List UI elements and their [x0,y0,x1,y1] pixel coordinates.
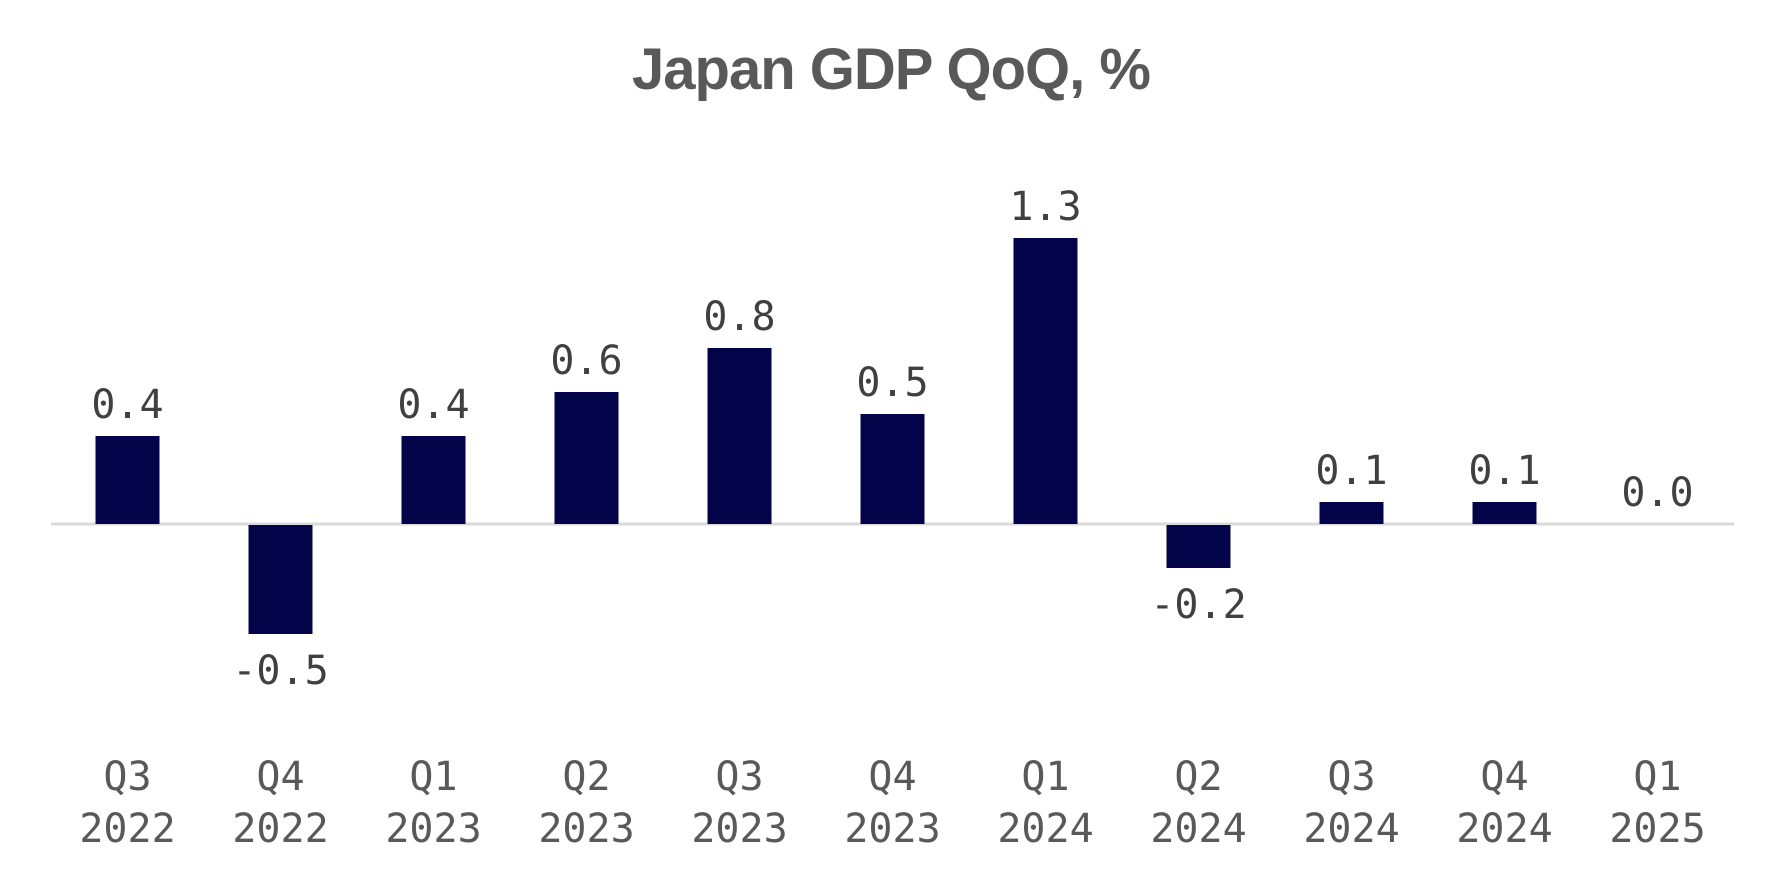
bar [1166,525,1231,568]
x-tick-label: Q2 2024 [1150,754,1246,852]
x-tick-label: Q1 2025 [1609,754,1705,852]
x-axis-ticks-group: Q3 2022 Q4 2022 Q1 2023 Q2 2023 Q3 2023 Q4 2023 Q1 20… [79,754,1705,852]
x-tick-label: Q3 2024 [1303,754,1399,852]
bar [248,525,313,634]
bar [401,436,466,524]
data-label: -0.2 [1150,582,1246,628]
data-label: 1.3 [1009,184,1081,230]
data-label: 0.6 [550,338,622,384]
x-tick-label: Q1 2023 [385,754,481,852]
data-label: 0.4 [91,382,163,428]
x-tick-label: Q4 2023 [844,754,940,852]
x-tick-label: Q2 2023 [538,754,634,852]
x-tick-label: Q3 2022 [79,754,175,852]
data-label: 0.1 [1468,448,1540,494]
bars-group [95,238,1537,634]
chart-title: Japan GDP QoQ, % [632,37,1151,102]
bar [554,392,619,524]
bar [95,436,160,524]
x-tick-label: Q1 2024 [997,754,1093,852]
bar [1472,502,1537,524]
x-tick-label: Q3 2023 [691,754,787,852]
data-label: 0.0 [1621,470,1693,516]
data-label: -0.5 [232,648,328,694]
data-label: 0.4 [397,382,469,428]
data-label: 0.8 [703,294,775,340]
bar [1319,502,1384,524]
data-label: 0.1 [1315,448,1387,494]
x-tick-label: Q4 2022 [232,754,328,852]
bar [860,414,925,524]
data-label: 0.5 [856,360,928,406]
x-tick-label: Q4 2024 [1456,754,1552,852]
bar [1013,238,1078,524]
bar [707,348,772,524]
data-labels-group: 0.4 -0.5 0.4 0.6 0.8 0.5 1.3 -0.2 0.1 0.1 0.0 [91,184,1693,694]
